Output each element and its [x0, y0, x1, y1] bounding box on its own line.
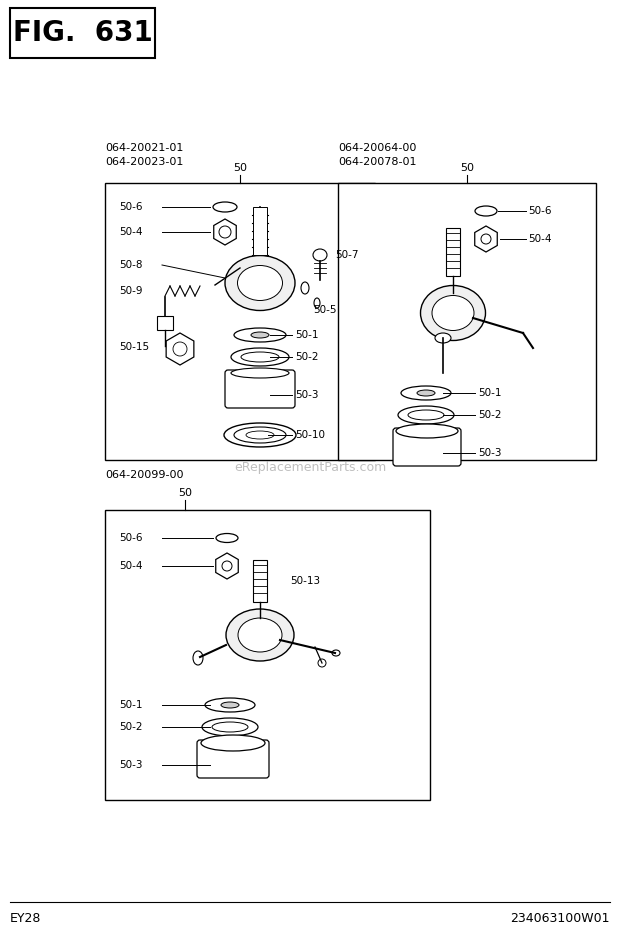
Bar	[105, 510, 430, 800]
Ellipse shape	[212, 722, 248, 732]
Text: 50-2: 50-2	[478, 410, 502, 420]
Text: 50-1: 50-1	[295, 330, 319, 340]
Text: 50-6: 50-6	[119, 202, 143, 212]
Text: EY28: EY28	[10, 911, 42, 924]
FancyBboxPatch shape	[225, 370, 295, 408]
Ellipse shape	[225, 256, 295, 310]
Bar	[105, 183, 375, 460]
Circle shape	[219, 226, 231, 238]
Bar	[446, 228, 460, 276]
Bar	[10, 8, 155, 58]
Text: 50-1: 50-1	[119, 700, 143, 710]
Ellipse shape	[398, 406, 454, 424]
Text: 234063100W01: 234063100W01	[510, 911, 610, 924]
Text: 064-20078-01: 064-20078-01	[338, 157, 417, 167]
Ellipse shape	[205, 698, 255, 712]
Ellipse shape	[224, 423, 296, 447]
Circle shape	[173, 342, 187, 356]
Ellipse shape	[201, 735, 265, 751]
Bar	[338, 183, 596, 460]
Ellipse shape	[221, 702, 239, 708]
Text: 50-3: 50-3	[119, 760, 143, 770]
Ellipse shape	[202, 718, 258, 736]
Ellipse shape	[432, 295, 474, 331]
Text: 50: 50	[233, 163, 247, 173]
Bar	[253, 207, 267, 255]
Ellipse shape	[193, 651, 203, 665]
Text: 50-4: 50-4	[119, 561, 143, 571]
Ellipse shape	[435, 333, 451, 343]
Text: 064-20023-01: 064-20023-01	[105, 157, 184, 167]
Ellipse shape	[234, 427, 286, 443]
Text: 50-13: 50-13	[290, 576, 320, 586]
Ellipse shape	[213, 202, 237, 212]
Circle shape	[222, 561, 232, 571]
Ellipse shape	[234, 264, 242, 270]
Ellipse shape	[332, 650, 340, 656]
Ellipse shape	[226, 609, 294, 661]
Text: 50-4: 50-4	[528, 234, 552, 244]
Text: eReplacementParts.com: eReplacementParts.com	[234, 461, 386, 474]
Text: 50-6: 50-6	[119, 533, 143, 543]
Ellipse shape	[251, 332, 269, 338]
Bar	[157, 316, 173, 330]
FancyBboxPatch shape	[393, 428, 461, 466]
Text: FIG.  631: FIG. 631	[12, 19, 153, 47]
Ellipse shape	[314, 298, 320, 308]
Text: 50-7: 50-7	[335, 250, 358, 260]
Text: 064-20021-01: 064-20021-01	[105, 143, 184, 153]
Ellipse shape	[203, 737, 263, 749]
Text: 50-3: 50-3	[295, 390, 319, 400]
Text: 50-1: 50-1	[478, 388, 502, 398]
Ellipse shape	[241, 352, 279, 362]
Text: 50: 50	[460, 163, 474, 173]
Text: 064-20099-00: 064-20099-00	[105, 470, 184, 480]
Ellipse shape	[417, 390, 435, 396]
Bar	[253, 560, 267, 602]
Ellipse shape	[408, 410, 444, 420]
FancyBboxPatch shape	[197, 740, 269, 778]
Text: 50-9: 50-9	[119, 286, 143, 296]
Text: 50-2: 50-2	[119, 722, 143, 732]
Ellipse shape	[313, 249, 327, 261]
Ellipse shape	[401, 386, 451, 400]
Ellipse shape	[238, 618, 282, 652]
Text: 50-8: 50-8	[119, 260, 143, 270]
Ellipse shape	[216, 533, 238, 543]
Circle shape	[481, 234, 491, 244]
Ellipse shape	[399, 426, 455, 436]
Text: 50-4: 50-4	[119, 227, 143, 237]
Text: 50-3: 50-3	[478, 448, 502, 458]
Ellipse shape	[231, 368, 289, 378]
Text: 50: 50	[178, 488, 192, 498]
Text: 50-15: 50-15	[119, 342, 149, 352]
Circle shape	[318, 659, 326, 667]
Ellipse shape	[237, 266, 283, 301]
Ellipse shape	[420, 285, 485, 341]
Ellipse shape	[475, 206, 497, 216]
Text: 50-10: 50-10	[295, 430, 325, 440]
Text: 064-20064-00: 064-20064-00	[338, 143, 417, 153]
Ellipse shape	[301, 282, 309, 294]
Text: 50-2: 50-2	[295, 352, 319, 362]
Ellipse shape	[396, 424, 458, 438]
Ellipse shape	[246, 431, 274, 439]
Text: 50-6: 50-6	[528, 206, 552, 216]
Ellipse shape	[234, 328, 286, 342]
Ellipse shape	[231, 348, 289, 366]
Text: 50-5: 50-5	[313, 305, 337, 315]
